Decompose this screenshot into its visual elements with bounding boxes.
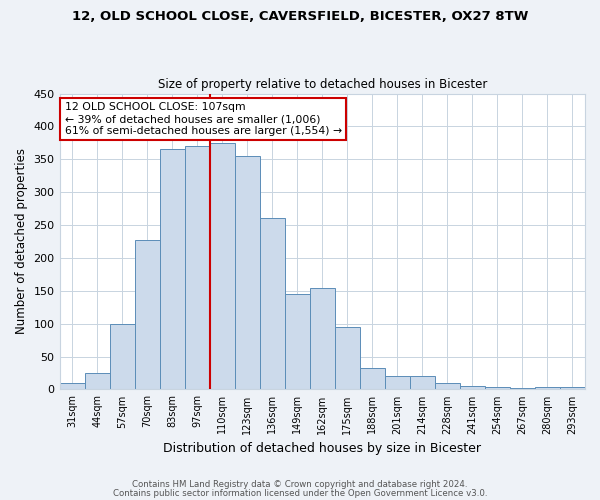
Bar [59,383,85,390]
Bar [485,387,510,390]
Bar [535,387,560,390]
Bar [285,294,310,390]
Bar [560,388,585,390]
Y-axis label: Number of detached properties: Number of detached properties [15,148,28,334]
Bar [360,368,385,390]
Bar [85,373,110,390]
Title: Size of property relative to detached houses in Bicester: Size of property relative to detached ho… [158,78,487,91]
X-axis label: Distribution of detached houses by size in Bicester: Distribution of detached houses by size … [163,442,481,455]
Bar [460,386,485,390]
Bar [134,240,160,390]
Text: 12 OLD SCHOOL CLOSE: 107sqm
← 39% of detached houses are smaller (1,006)
61% of : 12 OLD SCHOOL CLOSE: 107sqm ← 39% of det… [65,102,342,136]
Bar [260,218,285,390]
Text: Contains HM Land Registry data © Crown copyright and database right 2024.: Contains HM Land Registry data © Crown c… [132,480,468,489]
Bar [185,146,209,390]
Bar [310,288,335,390]
Bar [110,324,134,390]
Bar [160,150,185,390]
Bar [435,383,460,390]
Bar [335,327,360,390]
Bar [209,143,235,390]
Text: Contains public sector information licensed under the Open Government Licence v3: Contains public sector information licen… [113,488,487,498]
Bar [385,376,410,390]
Bar [510,388,535,390]
Bar [410,376,435,390]
Bar [235,156,260,390]
Text: 12, OLD SCHOOL CLOSE, CAVERSFIELD, BICESTER, OX27 8TW: 12, OLD SCHOOL CLOSE, CAVERSFIELD, BICES… [72,10,528,23]
